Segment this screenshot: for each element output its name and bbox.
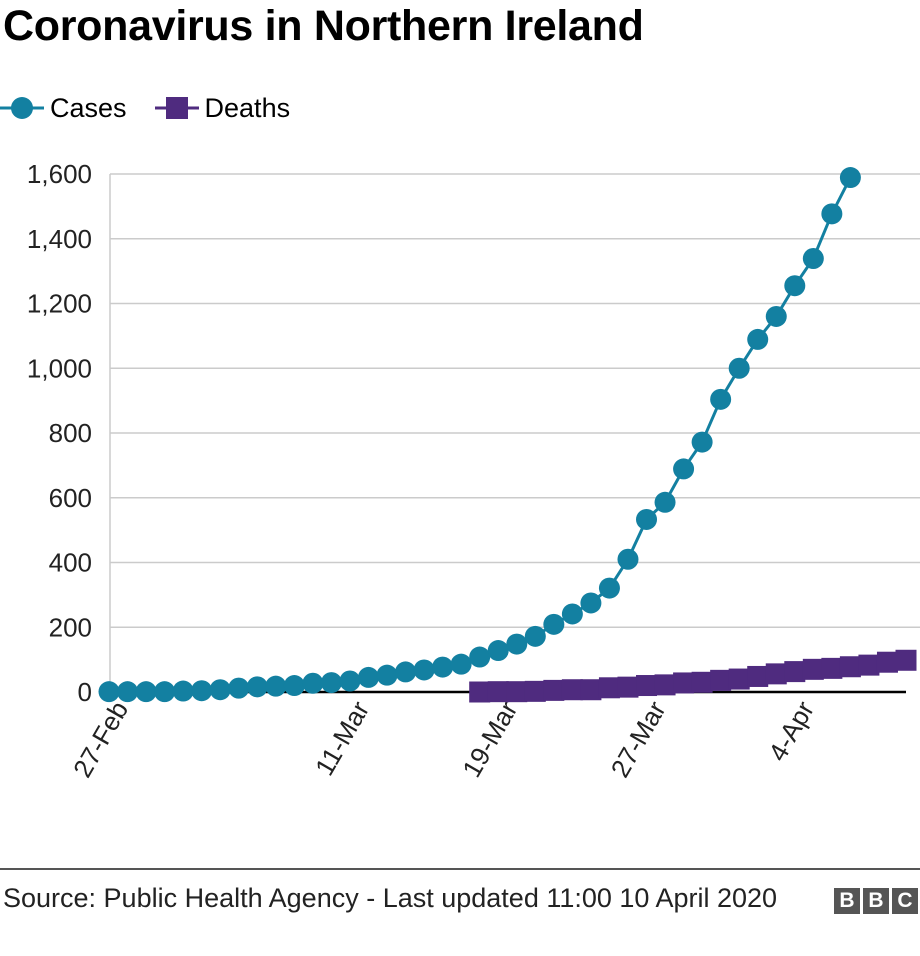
chart-plot-area: 0 200 400 600 800 1,000 1,200 1,400 1,600 27-Feb 1…: [27, 159, 920, 783]
cases-data-point: [228, 677, 250, 699]
legend-item-deaths: Deaths: [154, 92, 291, 124]
cases-data-point: [376, 664, 398, 686]
cases-data-point: [654, 491, 676, 513]
cases-data-point: [710, 388, 732, 410]
cases-data-point: [691, 431, 713, 453]
deaths-data-point: [858, 654, 880, 676]
legend-cases-marker-icon: [0, 97, 44, 119]
cases-data-point: [765, 305, 787, 327]
deaths-data-point: [673, 672, 695, 694]
footer-divider: [0, 868, 920, 870]
deaths-data-point: [561, 679, 583, 701]
cases-data-point: [802, 247, 824, 269]
bbc-logo-letter-2: B: [863, 888, 889, 914]
deaths-data-point: [765, 663, 787, 685]
cases-data-point: [432, 656, 454, 678]
cases-data-point: [135, 681, 157, 703]
deaths-data-point: [636, 675, 658, 697]
y-tick-label: 1,600: [27, 159, 92, 189]
deaths-data-point: [821, 657, 843, 679]
cases-data-point: [524, 625, 546, 647]
cases-data-point: [209, 679, 231, 701]
deaths-data-point: [802, 658, 824, 680]
cases-data-point: [784, 275, 806, 297]
y-tick-label: 400: [49, 548, 92, 578]
y-tick-label: 1,000: [27, 353, 92, 383]
cases-data-point: [821, 203, 843, 225]
cases-data-point: [598, 577, 620, 599]
cases-data-point: [265, 675, 287, 697]
y-tick-label: 0: [78, 677, 92, 707]
legend: Cases Deaths: [0, 86, 318, 130]
cases-series-line: [109, 176, 852, 694]
deaths-data-point: [524, 680, 546, 702]
source-note: Source: Public Health Agency - Last upda…: [3, 883, 778, 913]
deaths-data-point: [784, 661, 806, 683]
x-tick-label: 27-Mar: [605, 696, 672, 783]
cases-data-point: [191, 680, 213, 702]
cases-data-point: [487, 640, 509, 662]
cases-data-point: [172, 680, 194, 702]
y-tick-label: 1,200: [27, 289, 92, 319]
deaths-data-point: [691, 671, 713, 693]
cases-data-point: [747, 328, 769, 350]
cases-data-point: [320, 672, 342, 694]
legend-cases-label: Cases: [50, 92, 127, 123]
deaths-data-point: [747, 665, 769, 687]
y-tick-label: 200: [49, 612, 92, 642]
deaths-data-point: [728, 668, 750, 690]
cases-data-point: [339, 670, 361, 692]
deaths-data-point: [895, 649, 917, 671]
cases-data-point: [617, 548, 639, 570]
deaths-data-point: [876, 651, 898, 673]
cases-data-point: [728, 357, 750, 379]
deaths-data-point: [580, 679, 602, 701]
bbc-logo-letter-1: B: [834, 888, 860, 914]
deaths-data-point: [543, 679, 565, 701]
bbc-logo-letter-3: C: [892, 888, 918, 914]
legend-deaths-marker-icon: [154, 97, 199, 119]
deaths-data-point: [839, 656, 861, 678]
x-tick-label: 19-Mar: [456, 696, 523, 783]
cases-data-point: [580, 592, 602, 614]
deaths-data-point: [710, 669, 732, 691]
cases-data-point: [154, 681, 176, 703]
cases-data-point: [246, 676, 268, 698]
cases-data-point: [469, 646, 491, 668]
legend-item-cases: Cases: [0, 93, 127, 124]
cases-data-point: [302, 672, 324, 694]
cases-data-point: [413, 659, 435, 681]
legend-deaths-label: Deaths: [204, 92, 291, 123]
x-tick-label: 4-Apr: [762, 696, 820, 766]
cases-data-point: [506, 633, 528, 655]
x-tick-label: 27-Feb: [67, 696, 134, 782]
cases-data-point: [117, 681, 139, 703]
y-tick-label: 600: [49, 483, 92, 513]
x-tick-label: 11-Mar: [309, 696, 375, 781]
cases-data-point: [450, 653, 472, 675]
cases-data-point: [283, 675, 305, 697]
cases-data-point: [395, 661, 417, 683]
cases-data-point: [357, 666, 379, 688]
y-tick-label: 1,400: [27, 224, 92, 254]
deaths-data-point: [598, 677, 620, 699]
cases-data-point: [839, 167, 861, 189]
cases-data-point: [543, 613, 565, 635]
deaths-data-point: [469, 681, 491, 703]
y-tick-label: 800: [49, 418, 92, 448]
deaths-data-point: [506, 681, 528, 703]
cases-data-point: [673, 458, 695, 480]
deaths-data-point: [617, 676, 639, 698]
cases-data-point: [636, 508, 658, 530]
cases-data-point: [561, 603, 583, 625]
chart-title: Coronavirus in Northern Ireland: [3, 2, 644, 50]
bbc-logo: B B C: [831, 888, 918, 914]
deaths-data-point: [487, 681, 509, 703]
deaths-data-point: [654, 674, 676, 696]
cases-data-point: [98, 681, 120, 703]
